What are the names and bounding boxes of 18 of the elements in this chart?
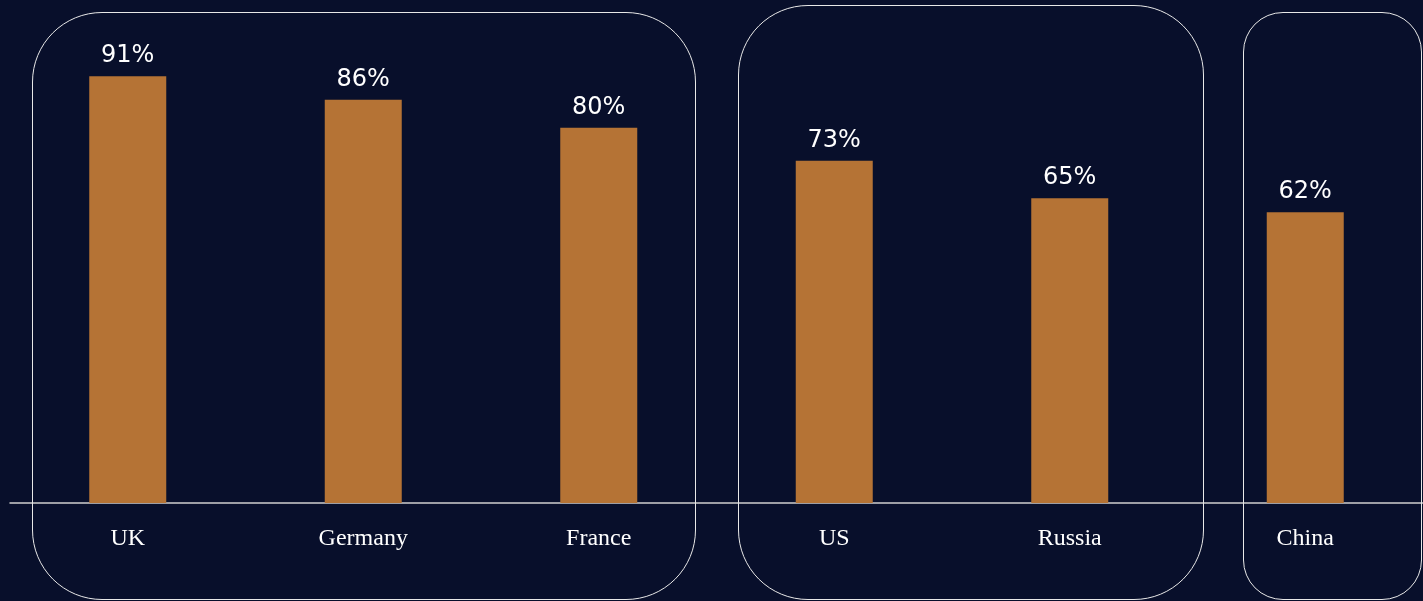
data-label: 62% [1278,176,1332,205]
data-label: 91% [101,40,155,69]
x-tick-label: Russia [1037,524,1103,550]
bar [795,160,873,503]
bar [1031,198,1109,503]
x-tick-label: UK [110,524,146,550]
x-tick-label: France [566,524,632,550]
bar [560,127,638,503]
x-tick-label: Germany [318,524,408,550]
x-tick-label: China [1276,524,1335,550]
data-label: 65% [1043,162,1097,191]
data-label: 80% [572,91,626,120]
data-label: 73% [807,124,861,153]
bar [89,76,167,503]
bar [324,99,402,503]
data-label: 86% [336,63,390,92]
x-tick-label: US [818,524,850,550]
bar [1266,212,1344,503]
